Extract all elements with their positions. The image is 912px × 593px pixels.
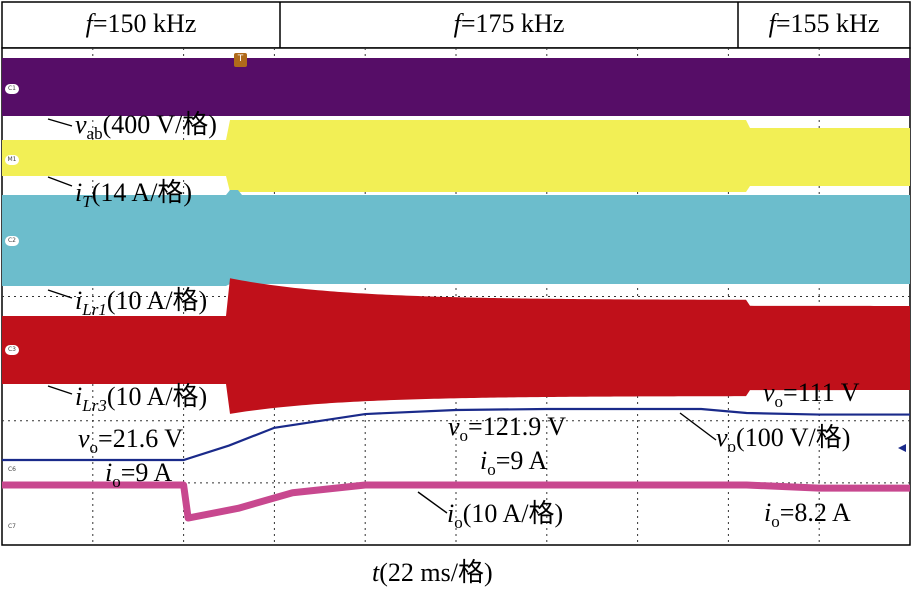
frequency-label-150: f =150 kHz	[85, 9, 197, 38]
trace-it	[2, 120, 910, 192]
channel-marker-c2: C2	[5, 236, 19, 246]
annotation-io-9-left: io=9 A	[105, 458, 173, 491]
label-vo-scale: vo(100 V/格)	[716, 423, 851, 456]
channel-marker-c7: C7	[5, 522, 19, 532]
channel-marker-c6: C6	[5, 465, 19, 475]
trace-io	[2, 481, 910, 522]
pointer-io	[417, 491, 448, 514]
pointer-vo	[679, 412, 717, 441]
label-io-scale: io(10 A/格)	[447, 499, 564, 532]
pointer-it	[47, 176, 73, 187]
pointer-ilr3	[47, 385, 73, 395]
x-axis-label: t(22 ms/格)	[372, 558, 493, 587]
channel-marker-c1: C1	[5, 84, 19, 94]
trace-vab	[2, 58, 910, 116]
channel-marker-c3: C3	[5, 345, 19, 355]
label-ilr1: iLr1(10 A/格)	[75, 286, 208, 319]
frequency-label-175: f =175 kHz	[453, 9, 565, 38]
channel-marker-m1: M1	[5, 155, 19, 165]
frequency-label-155: f =155 kHz	[768, 9, 880, 38]
annotation-io-8.2: io=8.2 A	[764, 498, 851, 531]
pointer-vab	[47, 118, 73, 127]
trigger-marker: T	[234, 53, 247, 67]
label-vab: vab(400 V/格)	[75, 110, 217, 143]
trace-ilr3	[2, 278, 910, 414]
trace-vo	[2, 407, 910, 462]
annotation-vo-121.9: vo=121.9 V	[448, 412, 567, 445]
label-it: iT(14 A/格)	[75, 178, 193, 211]
vo-ref-arrow	[898, 444, 906, 452]
pointer-ilr1	[47, 289, 73, 299]
label-ilr3: iLr3(10 A/格)	[75, 382, 208, 415]
annotation-io-9-mid: io=9 A	[480, 446, 548, 479]
annotation-vo-111: vo=111 V	[763, 378, 860, 411]
trace-ilr1	[2, 190, 910, 286]
annotation-vo-21.6: vo=21.6 V	[78, 424, 184, 457]
